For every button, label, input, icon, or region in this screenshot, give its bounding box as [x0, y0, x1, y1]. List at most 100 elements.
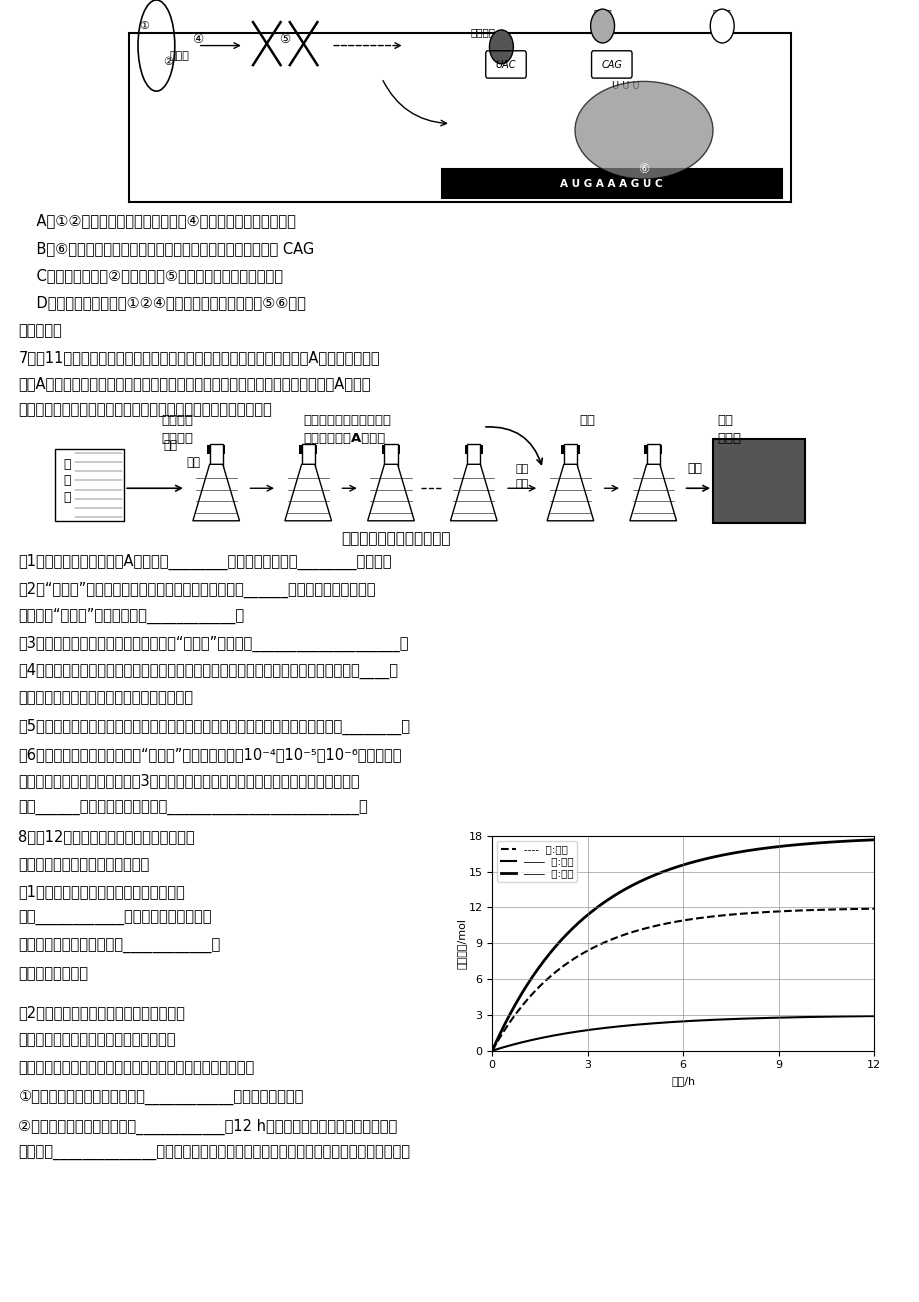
Text: 二、简答题: 二、简答题 — [18, 323, 62, 339]
Bar — [643, 445, 662, 454]
Circle shape — [709, 9, 733, 43]
甲:氧气 — [848, 901, 859, 917]
Bar — [129, 33, 790, 202]
Text: 污泥样品: 污泥样品 — [161, 432, 193, 445]
Text: 合物A、磷酸盐、镇盐以及微量元素配制的培养基，成功筛选到能高效降解化合物A的细菌: 合物A、磷酸盐、镇盐以及微量元素配制的培养基，成功筛选到能高效降解化合物A的细菌 — [18, 376, 370, 392]
Bar — [299, 445, 317, 454]
Text: 接种: 接种 — [515, 479, 528, 490]
Bar — [563, 444, 576, 467]
Text: ⑥: ⑥ — [638, 163, 649, 176]
Text: 接种: 接种 — [579, 414, 595, 427]
Polygon shape — [193, 465, 239, 521]
Polygon shape — [630, 465, 675, 521]
Text: 甲硫氨酸: 甲硫氨酸 — [470, 27, 495, 38]
Circle shape — [489, 30, 513, 64]
甲:酒精 — [557, 1026, 568, 1042]
Bar — [464, 445, 482, 454]
甲:氧气 — [502, 1018, 513, 1034]
Text: 振荡培养若干天后，测定: 振荡培养若干天后，测定 — [303, 414, 391, 427]
Text: 固体: 固体 — [717, 414, 732, 427]
Text: UAC: UAC — [495, 60, 516, 70]
甲:氧气 — [509, 1006, 520, 1022]
Text: A U G A A A G U C: A U G A A A G U C — [560, 178, 663, 189]
X-axis label: 时间/h: 时间/h — [670, 1075, 695, 1086]
Bar — [712, 439, 804, 523]
Text: ②: ② — [164, 57, 173, 68]
甲:酒精 — [835, 1009, 846, 1025]
Text: （5）实验结束后，使用过的培养基应该进行灭菌处理后才能倒掉，这样做的目的是________。: （5）实验结束后，使用过的培养基应该进行灭菌处理后才能倒掉，这样做的目的是___… — [18, 719, 410, 734]
Polygon shape — [450, 465, 496, 521]
乙:酒精 — [848, 833, 859, 849]
Text: U U U: U U U — [611, 81, 639, 91]
Text: 验是______，此对照实验的目的是__________________________。: 验是______，此对照实验的目的是______________________… — [18, 801, 368, 816]
Text: 涂布平板，每种稀释液都设置了3个培养皿。从设计实验的角度看，还应设置一组对照实: 涂布平板，每种稀释液都设置了3个培养皿。从设计实验的角度看，还应设置一组对照实 — [18, 773, 359, 789]
Text: （2）“目的菌”生长所需的氮源和碳源是来自培养基中的______。实验需要振荡培养，: （2）“目的菌”生长所需的氮源和碳源是来自培养基中的______。实验需要振荡培… — [18, 582, 376, 598]
Bar — [561, 445, 579, 454]
Line: 甲:氧气: 甲:氧气 — [492, 909, 873, 1051]
Bar — [441, 169, 781, 198]
Text: 赖氨酸: 赖氨酸 — [593, 8, 611, 18]
Bar — [384, 444, 397, 467]
Text: ⑤: ⑤ — [279, 33, 290, 46]
Line: 乙:酒精: 乙:酒精 — [492, 840, 873, 1051]
甲:酒精 — [509, 1036, 520, 1052]
Text: 从中选出酵母菌。: 从中选出酵母菌。 — [18, 966, 88, 982]
乙:酒精 — [557, 930, 568, 945]
Text: （4）转为固体培养基时，常采用平板划线的方法进行接种，此过程中所用的接种工具是____，: （4）转为固体培养基时，常采用平板划线的方法进行接种，此过程中所用的接种工具是_… — [18, 663, 398, 678]
Text: 接种: 接种 — [186, 456, 200, 469]
Ellipse shape — [574, 81, 712, 180]
Text: ②甲发酵罐提供氧气的目的是____________，12 h后，甲、乙两发酵罐消耗的葡萄糖: ②甲发酵罐提供氧气的目的是____________，12 h后，甲、乙两发酵罐消… — [18, 1118, 397, 1134]
Text: 后，观察培养基上微生物的____________，: 后，观察培养基上微生物的____________， — [18, 939, 221, 954]
乙:酒精 — [502, 1010, 513, 1026]
甲:氧气 — [868, 901, 879, 917]
Text: C．遗传物质进行②过程与进行⑤过程所需的酶和原料都不同: C．遗传物质进行②过程与进行⑤过程所需的酶和原料都不同 — [18, 268, 283, 284]
Text: 7、（11分）某化工厂的污水池中含有一种有害的难以降解的有机化合物A。研究人员用化: 7、（11分）某化工厂的污水池中含有一种有害的难以降解的有机化合物A。研究人员用… — [18, 350, 380, 366]
Text: D．细胞核中只能进行①②④过程，线粒体中只能进行⑤⑥过程: D．细胞核中只能进行①②④过程，线粒体中只能进行⑤⑥过程 — [18, 296, 306, 311]
甲:酒精 — [486, 1043, 497, 1059]
Legend: ----  甲:氧气, ――  甲:酒精, ――  乙:酒精: ---- 甲:氧气, ―― 甲:酒精, ―― 乙:酒精 — [497, 841, 576, 881]
Text: 培养基: 培养基 — [717, 432, 741, 445]
乙:酒精 — [588, 902, 599, 918]
甲:酒精 — [502, 1038, 513, 1053]
甲:氧气 — [557, 958, 568, 974]
乙:酒精 — [835, 833, 846, 849]
Bar — [467, 444, 480, 467]
Text: 候: 候 — [63, 458, 71, 471]
Text: 采用____________法进行接种，经过培养: 采用____________法进行接种，经过培养 — [18, 911, 211, 927]
Text: CAG: CAG — [601, 60, 621, 70]
甲:酒精 — [588, 1022, 599, 1038]
Text: 选: 选 — [63, 474, 71, 487]
Text: 染色质: 染色质 — [169, 51, 189, 61]
Text: 初选: 初选 — [163, 439, 177, 452]
Text: 没有氧气，其余条件相同且适宜，定期测得的数据如图所示。: 没有氧气，其余条件相同且适宜，定期测得的数据如图所示。 — [18, 1060, 255, 1075]
Text: （1）培养基中加入化合物A的目的是________，这种培养基属于________培养基。: （1）培养基中加入化合物A的目的是________，这种培养基属于_______… — [18, 553, 391, 569]
Circle shape — [590, 9, 614, 43]
甲:氧气 — [486, 1043, 497, 1059]
Text: 菌: 菌 — [63, 491, 71, 504]
Bar — [210, 444, 222, 467]
乙:酒精 — [486, 1043, 497, 1059]
Text: 量之比为______________，实验后检测发现，尽管酵母菌菌种合适、原料充足、操作正确、: 量之比为______________，实验后检测发现，尽管酵母菌菌种合适、原料充… — [18, 1146, 410, 1161]
Line: 甲:酒精: 甲:酒精 — [492, 1016, 873, 1051]
Text: ④: ④ — [192, 33, 203, 46]
Text: 发酵罐中保留一定量的氧气，乙发酵罐中: 发酵罐中保留一定量的氧气，乙发酵罐中 — [18, 1032, 176, 1048]
Text: （1）欲从土壤中分离野生型酵母菌，最好: （1）欲从土壤中分离野生型酵母菌，最好 — [18, 884, 185, 900]
甲:酒精 — [848, 1009, 859, 1025]
甲:氧气 — [835, 901, 846, 917]
乙:酒精 — [509, 997, 520, 1013]
Text: （目的菌）。实验的主要步骤如下图所示。请分析回答下列问题：: （目的菌）。实验的主要步骤如下图所示。请分析回答下列问题： — [18, 402, 272, 418]
Text: 缬氨酸: 缬氨酸 — [712, 8, 731, 18]
Bar — [301, 444, 314, 467]
Text: 选择: 选择 — [515, 464, 528, 474]
Polygon shape — [368, 465, 414, 521]
Bar — [55, 449, 124, 521]
Polygon shape — [547, 465, 593, 521]
Bar — [646, 444, 659, 467]
Text: 接种: 接种 — [686, 462, 701, 475]
Text: 操作时采用　　　　　　　　　灭菌的方法。: 操作时采用 灭菌的方法。 — [18, 690, 193, 706]
Text: 重复多次，直至获得目的菌: 重复多次，直至获得目的菌 — [340, 531, 450, 547]
乙:酒精 — [868, 832, 879, 848]
Polygon shape — [285, 465, 331, 521]
甲:酒精 — [868, 1008, 879, 1023]
Text: A．①②过程发生在细胞分裂间期，④过程发生在有丝分裂后期: A．①②过程发生在细胞分裂间期，④过程发生在有丝分裂后期 — [18, 214, 296, 229]
